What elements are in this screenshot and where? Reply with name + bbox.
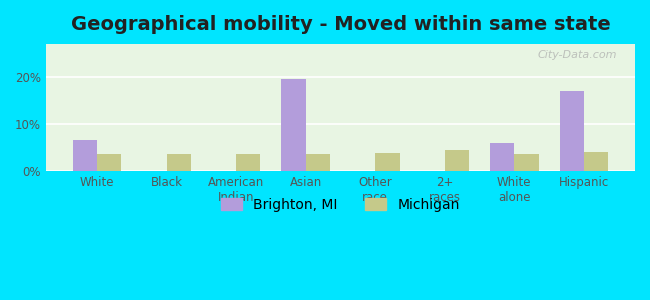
Bar bbox=[236, 154, 261, 171]
Bar bbox=[166, 154, 191, 171]
Bar bbox=[281, 79, 306, 171]
Bar bbox=[490, 143, 514, 171]
Bar bbox=[514, 154, 539, 171]
Bar bbox=[560, 91, 584, 171]
Bar bbox=[306, 154, 330, 171]
Bar bbox=[445, 150, 469, 171]
Bar bbox=[375, 153, 400, 171]
Bar bbox=[73, 140, 97, 171]
Bar bbox=[97, 154, 122, 171]
Text: City-Data.com: City-Data.com bbox=[538, 50, 618, 60]
Bar bbox=[584, 152, 608, 171]
Title: Geographical mobility - Moved within same state: Geographical mobility - Moved within sam… bbox=[71, 15, 610, 34]
Legend: Brighton, MI, Michigan: Brighton, MI, Michigan bbox=[216, 192, 465, 217]
